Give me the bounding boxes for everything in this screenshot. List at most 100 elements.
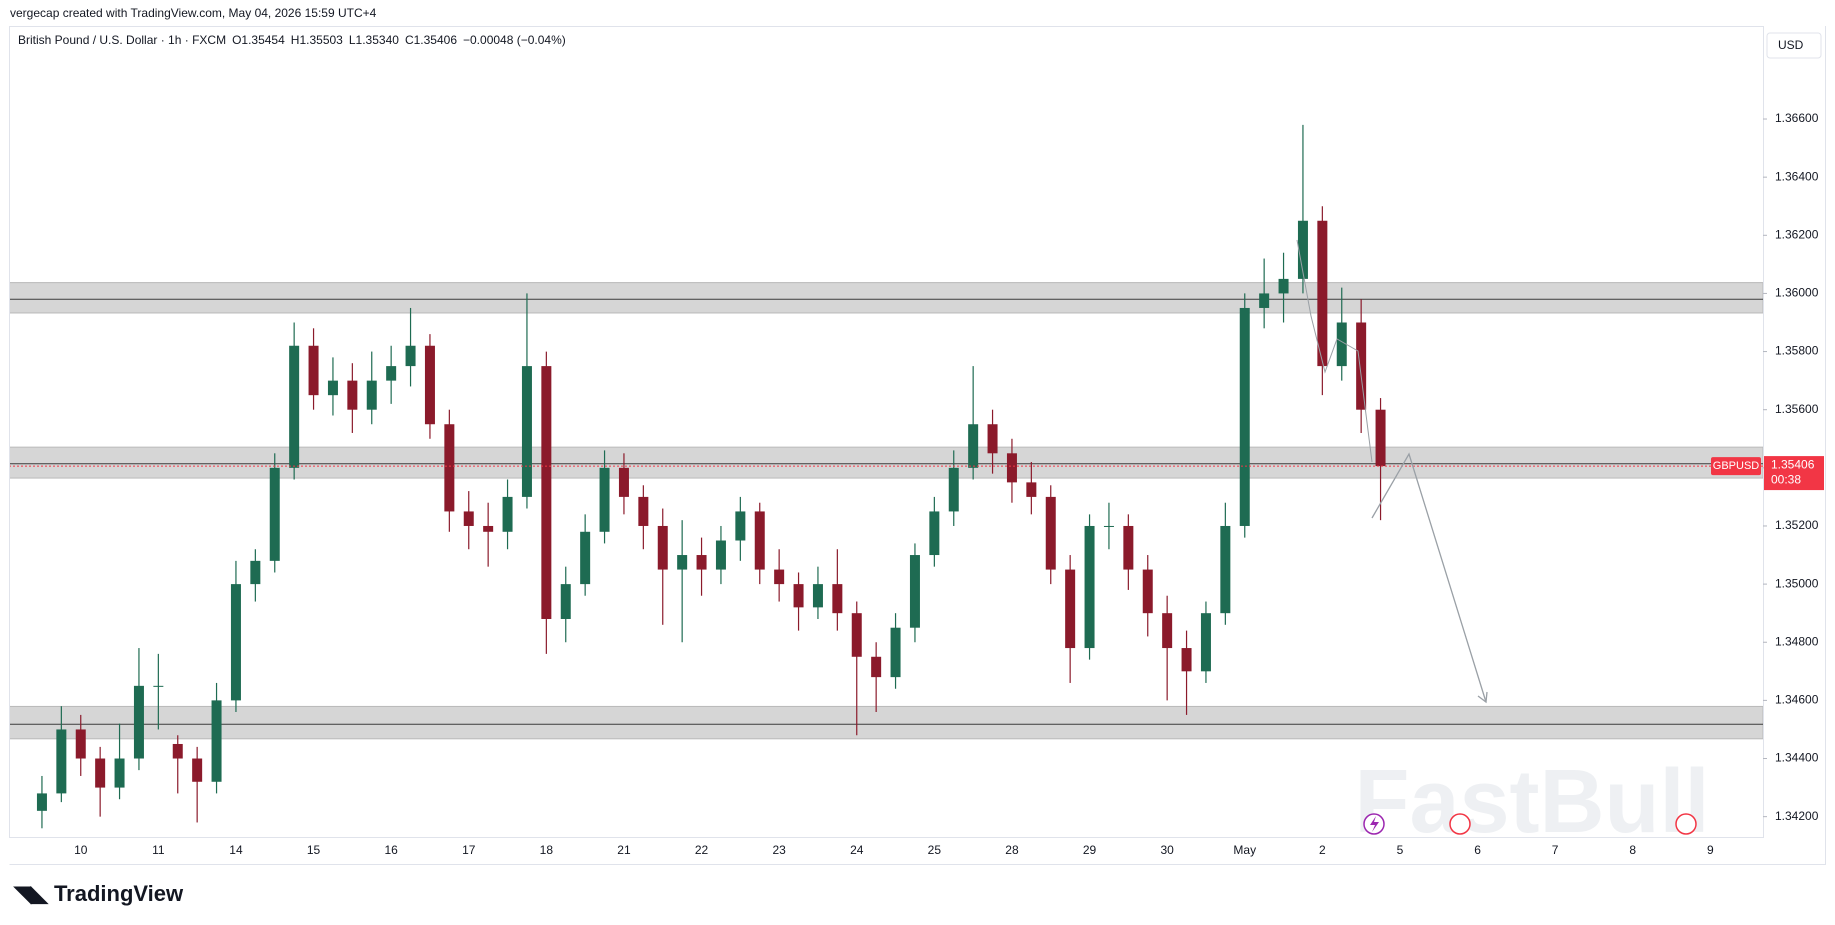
x-tick-label: 23 (772, 843, 786, 857)
symbol-tag (1711, 457, 1761, 476)
y-tick-label: 1.35800 (1775, 344, 1819, 358)
candle-body (211, 700, 222, 782)
symbol-tag-text: GBPUSD (1713, 460, 1760, 472)
candle-body (1200, 613, 1211, 672)
zone (10, 446, 1763, 479)
candle-body (114, 758, 125, 788)
y-tick-label: 1.35600 (1775, 402, 1819, 416)
candle-body (638, 496, 649, 526)
candle-body (133, 685, 144, 759)
candle-body (386, 366, 397, 381)
candle-body (851, 613, 862, 657)
candle-body (56, 729, 67, 794)
candle-body (75, 729, 86, 759)
candle-body (1181, 648, 1192, 672)
candle-body (657, 525, 668, 570)
x-tick-label: 25 (928, 843, 942, 857)
candle-body (230, 584, 241, 701)
candle-body (1297, 220, 1308, 279)
x-tick-label: 15 (307, 843, 321, 857)
x-tick-label: May (1233, 843, 1256, 857)
candle-body (1259, 293, 1270, 308)
candle-body (1026, 482, 1037, 497)
candle-body (172, 743, 183, 759)
x-tick-label: 17 (462, 843, 476, 857)
currency-box[interactable] (1766, 32, 1822, 59)
candle-body (618, 467, 629, 497)
logo: ◥◣ TradingView (13, 881, 184, 906)
candle-body (308, 345, 319, 396)
y-tick-label: 1.35000 (1775, 576, 1819, 590)
candle-body (366, 380, 377, 410)
event-flag[interactable] (1675, 813, 1697, 835)
candle-body (250, 560, 261, 585)
price-tag-countdown: 00:38 (1771, 472, 1801, 486)
x-tick-label: 30 (1160, 843, 1174, 857)
x-tick-label: 21 (617, 843, 631, 857)
candle-body (424, 345, 435, 425)
x-tick-label: 9 (1707, 843, 1714, 857)
candle-body (1123, 525, 1134, 570)
candle-body (1336, 322, 1347, 367)
candle-body (521, 366, 532, 497)
candle-body (929, 511, 940, 556)
candle-body (1278, 278, 1289, 294)
x-tick-label: 28 (1005, 843, 1019, 857)
candle-body (774, 569, 785, 585)
candle-body (696, 555, 707, 570)
candle-body (541, 366, 552, 619)
y-tick-label: 1.34400 (1775, 751, 1819, 765)
candle-body (1220, 525, 1231, 614)
price-tag-value: 1.35406 (1771, 457, 1815, 471)
zone (10, 705, 1763, 740)
candle-body (192, 758, 203, 782)
candle-body (1375, 409, 1386, 467)
candle-body (793, 584, 804, 608)
ohlc-label: C (405, 33, 414, 47)
price-tag (1764, 456, 1824, 491)
candle-body (1356, 322, 1367, 410)
candle-body (677, 555, 688, 570)
currency: USD (1778, 38, 1804, 52)
candle-body (483, 525, 494, 532)
ohlc-label: L (349, 33, 356, 47)
candle-body (1142, 569, 1153, 614)
candle-body (987, 424, 998, 454)
candle-body (405, 345, 416, 367)
zone (10, 282, 1763, 314)
candle-body (1065, 569, 1076, 649)
x-tick-label: 18 (540, 843, 554, 857)
candle-body (560, 584, 571, 619)
candle-body (1239, 307, 1250, 526)
credit: vergecap created with TradingView.com, M… (10, 6, 377, 20)
legend-change: −0.00048 (−0.04%) (463, 33, 566, 47)
x-tick-label: 11 (152, 843, 165, 857)
candle-body (1084, 525, 1095, 649)
y-tick-label: 1.34800 (1775, 634, 1819, 648)
watermark: FastBull (1354, 752, 1709, 852)
candle-body (95, 758, 106, 788)
y-tick-label: 1.34600 (1775, 693, 1819, 707)
candle-body (1045, 496, 1056, 570)
candle-body (1162, 613, 1173, 649)
candle-body (289, 345, 300, 468)
legend-symbol: British Pound / U.S. Dollar · 1h · FXCM (18, 33, 226, 47)
candle-body (502, 496, 513, 532)
candle-body (871, 656, 882, 678)
event-flag[interactable] (1449, 813, 1471, 835)
candle-body (599, 467, 610, 532)
ohlc-value: 1.35503 (299, 33, 343, 47)
event-bolt (1370, 816, 1379, 832)
arrow-head (1477, 691, 1488, 704)
ohlc-label: O (232, 33, 241, 47)
ohlc-value: 1.35340 (356, 33, 400, 47)
y-tick-label: 1.36200 (1775, 227, 1819, 241)
candle-body (580, 531, 591, 585)
x-tick-label: 5 (1397, 843, 1404, 857)
y-tick-label: 1.36400 (1775, 169, 1819, 183)
x-tick-label: 16 (384, 843, 398, 857)
candle-body (1006, 453, 1017, 483)
x-tick-label: 7 (1552, 843, 1559, 857)
